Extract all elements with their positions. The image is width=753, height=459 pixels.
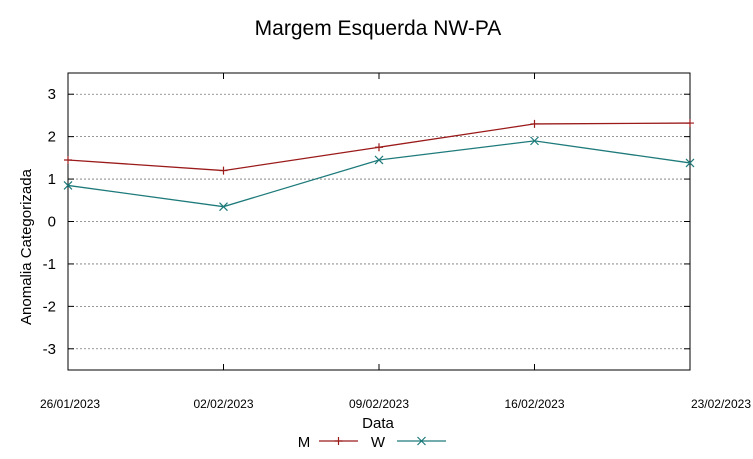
data-point-m <box>219 166 228 175</box>
data-point-w <box>219 202 228 212</box>
x-tick-label: 09/02/2023 <box>349 397 409 411</box>
y-tick-label: -1 <box>43 256 56 273</box>
data-point-m <box>686 119 694 128</box>
x-axis-label: Data <box>362 415 394 432</box>
series-layer <box>63 119 695 212</box>
data-point-m <box>64 155 72 164</box>
y-tick-label: 0 <box>48 214 56 231</box>
data-point-w <box>63 181 73 190</box>
grid-lines <box>68 93 690 350</box>
y-axis-label: Anomalia Categorizada <box>18 168 35 325</box>
data-point-m <box>530 119 539 128</box>
legend-label-m: M <box>298 434 311 451</box>
data-point-w <box>530 136 539 146</box>
y-tick-label: 3 <box>48 86 56 103</box>
x-tick-label: 02/02/2023 <box>193 397 253 411</box>
y-tick-label: 2 <box>48 129 56 146</box>
series-w <box>63 136 695 212</box>
y-tick-label: -2 <box>43 298 56 315</box>
chart-title: Margem Esquerda NW-PA <box>255 17 502 40</box>
x-tick-label: 16/02/2023 <box>504 397 564 411</box>
data-point-w <box>374 155 384 165</box>
legend-marker-m <box>334 437 343 445</box>
x-tick-label: 26/01/2023 <box>40 397 100 411</box>
y-tick-label: 1 <box>48 171 56 188</box>
y-tick-label: -3 <box>43 341 56 358</box>
y-axis-ticks: 3 2 1 0 -1 -2 -3 <box>43 86 690 358</box>
x-axis-ticks: 26/01/2023 02/02/2023 09/02/2023 16/02/2023… <box>40 73 751 411</box>
data-point-w <box>685 158 695 168</box>
series-m <box>64 119 694 175</box>
data-point-m <box>375 143 383 152</box>
legend-label-w: W <box>371 434 386 451</box>
x-tick-label: 23/02/2023 <box>691 397 751 411</box>
legend-marker-w <box>417 436 426 446</box>
